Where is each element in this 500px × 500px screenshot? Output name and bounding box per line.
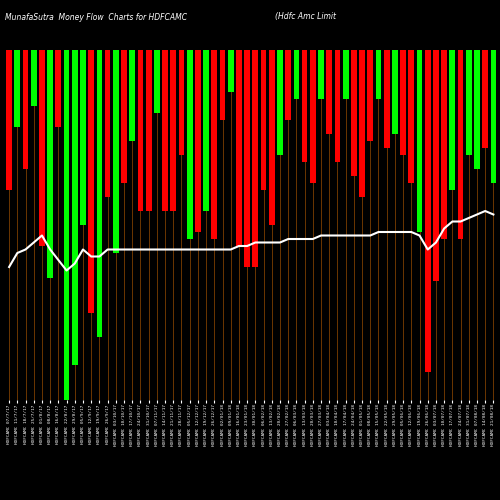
Bar [334, 50, 340, 162]
Bar [384, 50, 390, 148]
Bar [433, 50, 439, 281]
Bar [14, 50, 20, 127]
Bar [359, 50, 365, 197]
Bar [474, 50, 480, 169]
Bar [408, 50, 414, 183]
Bar [220, 50, 226, 120]
Bar [400, 50, 406, 155]
Bar [458, 50, 464, 239]
Bar [326, 50, 332, 134]
Bar [96, 50, 102, 337]
Bar [351, 50, 356, 176]
Bar [113, 50, 118, 253]
Bar [244, 50, 250, 267]
Bar [130, 50, 135, 141]
Bar [490, 50, 496, 183]
Bar [277, 50, 283, 155]
Bar [416, 50, 422, 232]
Bar [6, 50, 12, 190]
Bar [302, 50, 308, 162]
Bar [146, 50, 152, 211]
Bar [482, 50, 488, 148]
Bar [64, 50, 70, 400]
Bar [466, 50, 471, 155]
Bar [203, 50, 209, 211]
Bar [286, 50, 291, 120]
Bar [212, 50, 217, 239]
Bar [170, 50, 176, 211]
Bar [343, 50, 348, 99]
Bar [195, 50, 201, 232]
Bar [450, 50, 455, 190]
Bar [310, 50, 316, 183]
Bar [392, 50, 398, 134]
Bar [121, 50, 127, 183]
Bar [162, 50, 168, 211]
Bar [425, 50, 430, 372]
Bar [88, 50, 94, 312]
Bar [228, 50, 234, 92]
Bar [187, 50, 192, 239]
Bar [376, 50, 382, 99]
Bar [260, 50, 266, 190]
Bar [80, 50, 86, 225]
Bar [22, 50, 28, 169]
Bar [154, 50, 160, 113]
Bar [72, 50, 78, 365]
Bar [48, 50, 53, 278]
Text: MunafaSutra  Money Flow  Charts for HDFCAMC: MunafaSutra Money Flow Charts for HDFCAM… [5, 12, 187, 22]
Bar [252, 50, 258, 267]
Bar [442, 50, 447, 239]
Bar [39, 50, 45, 246]
Bar [236, 50, 242, 246]
Bar [368, 50, 373, 141]
Bar [138, 50, 143, 211]
Bar [294, 50, 300, 99]
Bar [269, 50, 274, 225]
Text: (Hdfc Amc Limit: (Hdfc Amc Limit [275, 12, 336, 22]
Bar [178, 50, 184, 155]
Bar [56, 50, 61, 127]
Bar [31, 50, 36, 106]
Bar [318, 50, 324, 99]
Bar [104, 50, 110, 197]
